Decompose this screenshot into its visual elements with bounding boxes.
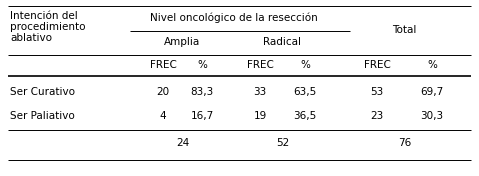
Text: ablativo: ablativo [10, 33, 52, 43]
Text: Total: Total [392, 25, 417, 35]
Text: %: % [427, 60, 437, 70]
Text: 16,7: 16,7 [190, 111, 214, 121]
Text: 23: 23 [370, 111, 384, 121]
Text: 53: 53 [370, 87, 384, 97]
Text: Nivel oncológico de la resección: Nivel oncológico de la resección [150, 13, 318, 23]
Text: 33: 33 [253, 87, 267, 97]
Text: 20: 20 [157, 87, 170, 97]
Text: FREC: FREC [247, 60, 274, 70]
Text: 4: 4 [160, 111, 166, 121]
Text: 83,3: 83,3 [190, 87, 214, 97]
Text: 19: 19 [253, 111, 267, 121]
Text: 30,3: 30,3 [421, 111, 444, 121]
Text: Amplia: Amplia [164, 37, 201, 47]
Text: 63,5: 63,5 [293, 87, 317, 97]
Text: 52: 52 [276, 138, 289, 148]
Text: 69,7: 69,7 [421, 87, 444, 97]
Text: 36,5: 36,5 [293, 111, 317, 121]
Text: %: % [197, 60, 207, 70]
Text: Ser Paliativo: Ser Paliativo [10, 111, 75, 121]
Text: FREC: FREC [149, 60, 176, 70]
Text: 76: 76 [398, 138, 411, 148]
Text: FREC: FREC [364, 60, 390, 70]
Text: %: % [300, 60, 310, 70]
Text: Ser Curativo: Ser Curativo [10, 87, 75, 97]
Text: procedimiento: procedimiento [10, 22, 85, 32]
Text: 24: 24 [176, 138, 189, 148]
Text: Radical: Radical [263, 37, 301, 47]
Text: Intención del: Intención del [10, 11, 78, 21]
